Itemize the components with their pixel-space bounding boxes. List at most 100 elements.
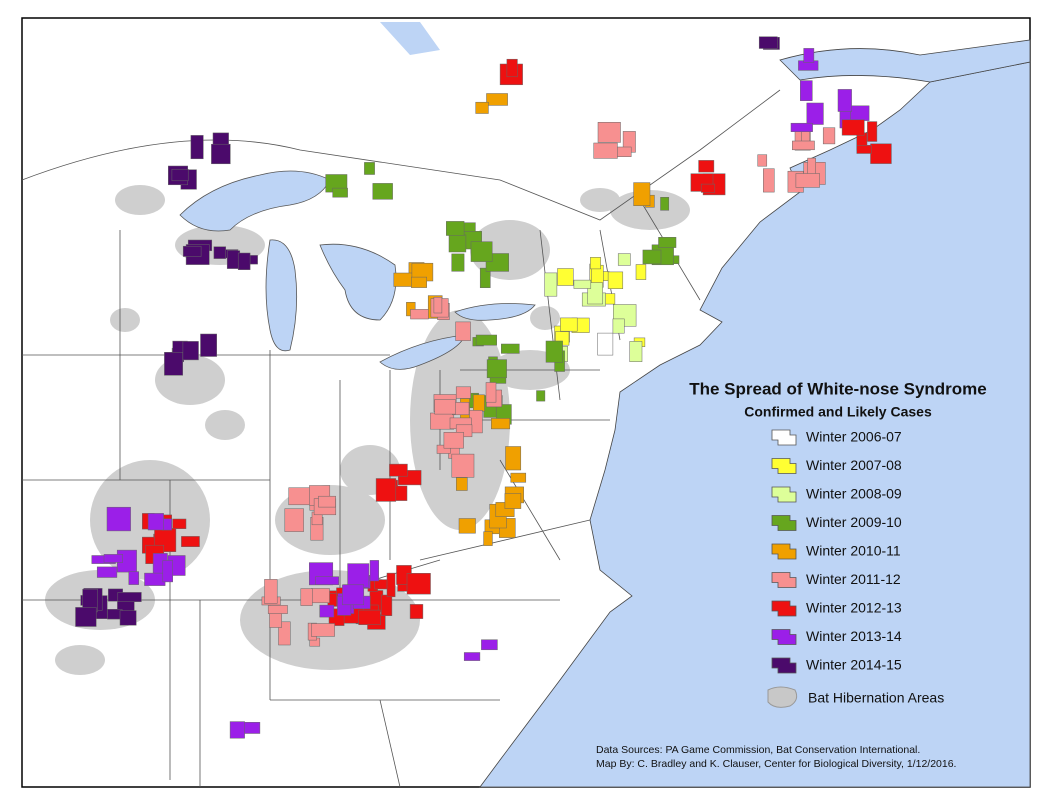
legend-swatch	[771, 543, 797, 560]
case-area	[597, 332, 614, 356]
case-area	[587, 282, 603, 305]
case-area	[311, 623, 335, 637]
case-area	[389, 463, 408, 477]
case-area	[612, 318, 625, 334]
credit-line: Data Sources: PA Game Commission, Bat Co…	[596, 744, 920, 756]
case-area	[181, 536, 200, 547]
case-area	[763, 168, 775, 193]
case-area	[506, 58, 518, 78]
legend-swatch	[771, 629, 797, 645]
case-area	[456, 477, 468, 491]
legend-swatch	[771, 515, 797, 531]
case-area	[479, 267, 491, 288]
case-area	[458, 518, 476, 534]
legend-label: Winter 2009-10	[806, 514, 902, 530]
case-area	[237, 252, 251, 270]
map-subtitle: Confirmed and Likely Cases	[744, 404, 932, 420]
case-area	[455, 321, 471, 341]
case-area	[264, 579, 278, 604]
case-area	[443, 432, 464, 449]
case-area	[315, 576, 339, 585]
case-area	[451, 453, 475, 478]
case-area	[162, 560, 173, 583]
case-area	[510, 472, 527, 483]
case-area	[433, 296, 443, 314]
case-area	[660, 197, 670, 211]
hibernation-label: Bat Hibernation Areas	[808, 690, 944, 706]
case-area	[807, 157, 816, 176]
lake-michigan	[265, 239, 298, 352]
case-area	[364, 162, 375, 175]
legend-label: Winter 2013-14	[806, 628, 902, 644]
case-area	[375, 478, 397, 502]
case-area	[311, 588, 330, 604]
gulf	[779, 39, 1031, 83]
case-area	[300, 588, 313, 606]
legend-label: Winter 2008-09	[806, 486, 902, 502]
case-area	[504, 493, 522, 509]
case-area	[481, 639, 498, 651]
case-area	[573, 279, 592, 289]
case-area	[171, 168, 189, 182]
case-area	[475, 101, 489, 114]
case-area	[617, 253, 631, 266]
legend-swatch	[771, 600, 797, 617]
credit-line: Map By: C. Bradley and K. Clauser, Cente…	[596, 758, 956, 770]
case-area	[269, 611, 282, 628]
case-area	[841, 119, 865, 136]
case-area	[372, 183, 393, 200]
hibernation-area	[55, 645, 105, 675]
case-area	[213, 246, 226, 259]
case-area	[557, 268, 574, 286]
case-area	[475, 334, 497, 346]
legend-label: Winter 2006-07	[806, 429, 902, 445]
hibernation-area	[115, 185, 165, 215]
case-area	[633, 182, 651, 206]
case-area	[75, 607, 97, 627]
legend-swatch	[771, 486, 797, 503]
case-area	[380, 594, 393, 616]
legend-swatch	[771, 657, 797, 674]
case-area	[505, 446, 522, 471]
case-area	[226, 250, 241, 269]
case-area	[182, 341, 199, 361]
case-area	[473, 394, 485, 412]
legend-swatch	[771, 458, 797, 474]
case-area	[856, 145, 872, 154]
case-area	[211, 143, 231, 165]
case-area	[590, 257, 601, 270]
case-area	[369, 560, 379, 582]
case-area	[486, 359, 507, 379]
case-area	[837, 89, 852, 112]
lake-ontario	[454, 303, 536, 321]
case-area	[635, 264, 647, 280]
case-area	[867, 121, 878, 142]
legend: The Spread of White-nose Syndrome Confir…	[689, 379, 987, 708]
case-area	[536, 390, 546, 402]
hibernation-area	[110, 308, 140, 332]
case-area	[491, 418, 511, 430]
case-area	[795, 173, 820, 188]
case-area	[411, 276, 427, 288]
case-area	[698, 160, 715, 173]
lake-superior	[179, 170, 331, 232]
case-area	[267, 605, 288, 614]
case-area	[700, 183, 716, 193]
case-area	[229, 721, 245, 739]
case-area	[117, 592, 142, 602]
case-area	[96, 566, 118, 578]
case-area	[822, 127, 836, 145]
hibernation-area	[530, 306, 560, 330]
case-area	[347, 563, 370, 588]
case-area	[501, 343, 520, 354]
case-area	[436, 444, 451, 454]
case-area	[792, 140, 815, 151]
case-area	[448, 234, 467, 253]
legend-swatch	[771, 572, 797, 588]
case-area	[658, 237, 677, 248]
case-area	[597, 122, 621, 143]
case-area	[758, 36, 778, 49]
case-area	[288, 487, 311, 506]
case-area	[434, 399, 456, 415]
